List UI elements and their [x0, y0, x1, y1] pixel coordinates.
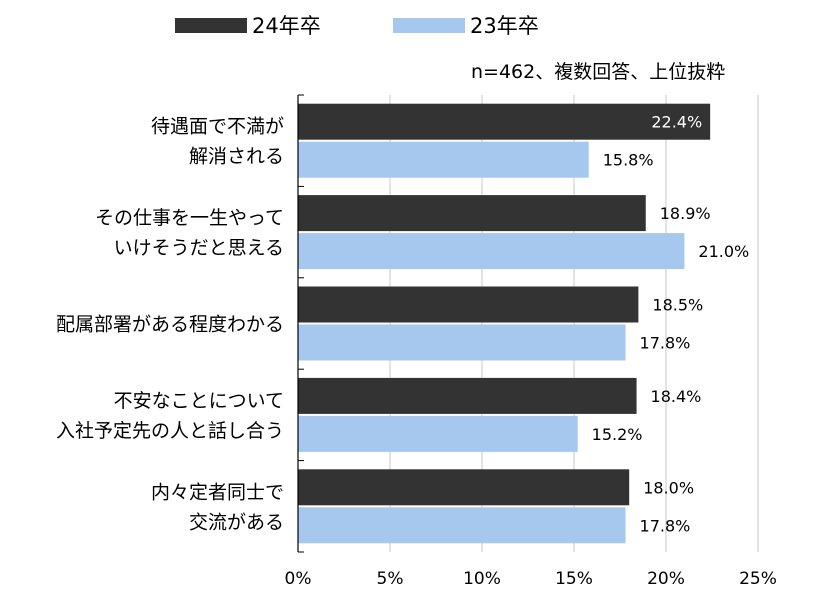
category-label: 解消される: [189, 146, 284, 168]
bar-24: [298, 469, 630, 506]
bar-24: [298, 195, 646, 232]
bar-24: [298, 286, 639, 323]
value-label: 15.2%: [592, 425, 643, 444]
category-label: 待遇面で不満が: [151, 116, 284, 138]
bar-24: [298, 377, 637, 414]
bar-23: [298, 233, 685, 270]
x-tick-label: 15%: [555, 569, 593, 589]
sample-note: n=462、複数回答、上位抜粋: [471, 61, 725, 83]
bar-24: [298, 103, 711, 140]
value-label: 17.8%: [640, 334, 691, 353]
legend-swatch-23: [393, 18, 465, 33]
x-tick-label: 20%: [647, 569, 685, 589]
category-label: 配属部署がある程度わかる: [56, 314, 284, 336]
x-tick-label: 25%: [739, 569, 777, 589]
bar-23: [298, 141, 589, 178]
bar-23: [298, 507, 626, 544]
legend-label-23: 23年卒: [470, 14, 539, 38]
value-label: 15.8%: [603, 151, 654, 170]
bar-23: [298, 415, 578, 452]
value-label: 18.9%: [660, 204, 711, 223]
category-label: 内々定者同士で: [151, 481, 284, 503]
legend-label-24: 24年卒: [252, 14, 321, 38]
legend-swatch-24: [175, 18, 247, 33]
x-tick-label: 10%: [463, 569, 501, 589]
bar-23: [298, 324, 626, 361]
category-label: いけそうだと思える: [114, 237, 284, 259]
x-tick-label: 0%: [285, 569, 312, 589]
axes: [297, 94, 304, 553]
category-label: その仕事を一生やって: [95, 207, 284, 229]
legend: 24年卒 23年卒: [175, 14, 539, 38]
category-label: 交流がある: [189, 511, 284, 533]
value-label: 18.5%: [652, 296, 703, 315]
value-label: 22.4%: [651, 113, 702, 132]
value-label: 18.4%: [651, 387, 702, 406]
bars: [298, 103, 711, 544]
value-label: 18.0%: [643, 478, 694, 497]
value-label: 21.0%: [698, 242, 749, 261]
category-label: 入社予定先の人と話し合う: [56, 420, 284, 442]
x-tick-label: 5%: [377, 569, 404, 589]
value-label: 17.8%: [640, 516, 691, 535]
category-label: 不安なことについて: [114, 390, 284, 412]
